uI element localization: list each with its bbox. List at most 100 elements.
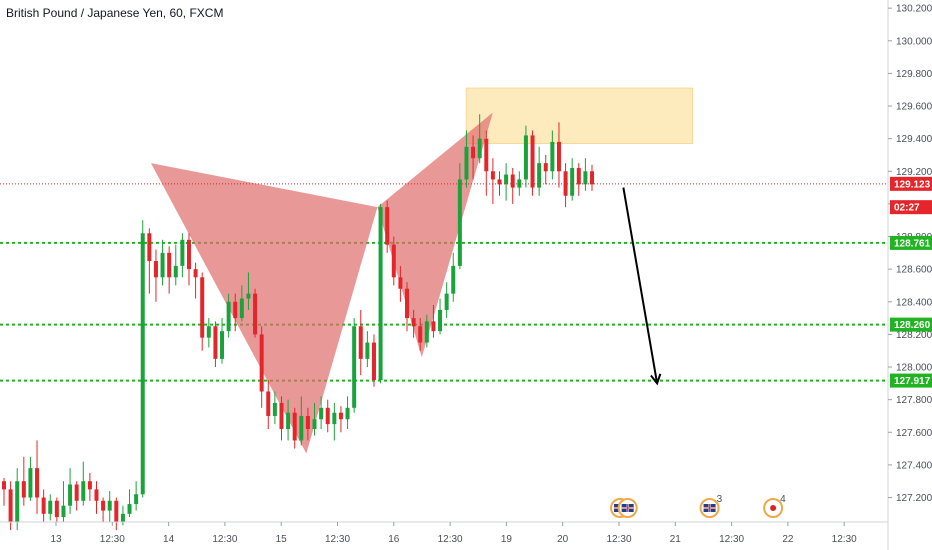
- candle[interactable]: [41, 489, 46, 522]
- candle[interactable]: [8, 481, 13, 531]
- candle[interactable]: [246, 272, 251, 310]
- candle[interactable]: [292, 407, 297, 449]
- candle[interactable]: [54, 497, 59, 522]
- candle[interactable]: [15, 468, 20, 531]
- candle[interactable]: [147, 228, 152, 294]
- candle[interactable]: [193, 262, 198, 299]
- candle[interactable]: [391, 236, 396, 286]
- candle[interactable]: [35, 440, 40, 514]
- candle[interactable]: [563, 163, 568, 208]
- candle[interactable]: [365, 331, 370, 368]
- candle[interactable]: [253, 288, 258, 338]
- candle[interactable]: [107, 491, 112, 522]
- candle[interactable]: [338, 406, 343, 433]
- candle[interactable]: [134, 481, 139, 511]
- candle[interactable]: [590, 164, 594, 191]
- candle[interactable]: [352, 318, 357, 413]
- candle[interactable]: [186, 233, 191, 286]
- candle[interactable]: [200, 272, 205, 351]
- candle[interactable]: [160, 239, 165, 286]
- candle[interactable]: [299, 396, 304, 446]
- candle[interactable]: [206, 318, 211, 348]
- candle[interactable]: [484, 130, 489, 196]
- candle[interactable]: [530, 130, 535, 196]
- candle[interactable]: [220, 318, 225, 364]
- candle-body: [266, 391, 271, 416]
- candle[interactable]: [411, 309, 416, 338]
- candle[interactable]: [239, 285, 244, 322]
- candle[interactable]: [490, 158, 495, 204]
- candle[interactable]: [550, 130, 555, 180]
- candle[interactable]: [510, 168, 515, 204]
- candle[interactable]: [523, 125, 528, 188]
- candle[interactable]: [464, 130, 469, 188]
- candle[interactable]: [319, 396, 324, 430]
- candle[interactable]: [272, 391, 277, 425]
- candle[interactable]: [266, 380, 271, 430]
- uk-flag-icon[interactable]: 3: [699, 494, 723, 518]
- candle[interactable]: [385, 200, 390, 253]
- candle[interactable]: [325, 399, 330, 433]
- candle[interactable]: [312, 402, 317, 436]
- candle[interactable]: [497, 171, 502, 196]
- candle[interactable]: [305, 407, 310, 441]
- uk-flag-icon[interactable]: [617, 498, 638, 518]
- candle[interactable]: [418, 318, 423, 351]
- candle[interactable]: [543, 154, 548, 185]
- candle[interactable]: [444, 282, 449, 319]
- candle[interactable]: [226, 293, 231, 338]
- candle[interactable]: [477, 114, 482, 164]
- candle[interactable]: [167, 246, 172, 294]
- candle[interactable]: [28, 456, 33, 501]
- candle[interactable]: [471, 135, 476, 180]
- candle[interactable]: [504, 163, 509, 201]
- candle[interactable]: [2, 477, 6, 506]
- candle[interactable]: [127, 489, 132, 518]
- candle[interactable]: [398, 265, 403, 302]
- candle[interactable]: [87, 473, 92, 501]
- supply-zone-box[interactable]: [465, 87, 694, 145]
- candle[interactable]: [74, 481, 79, 511]
- price-tag-bg: [890, 200, 932, 215]
- pattern-triangle-bcd[interactable]: [377, 112, 493, 358]
- candle[interactable]: [180, 233, 185, 278]
- arrow-shaft[interactable]: [622, 187, 659, 384]
- candle[interactable]: [576, 163, 581, 196]
- candle[interactable]: [94, 481, 99, 514]
- candle[interactable]: [279, 396, 284, 441]
- candle[interactable]: [61, 481, 66, 522]
- candle[interactable]: [424, 314, 429, 348]
- candle[interactable]: [457, 163, 462, 270]
- candle-body: [153, 261, 158, 278]
- candle[interactable]: [233, 293, 238, 332]
- candle[interactable]: [451, 252, 456, 302]
- candle[interactable]: [583, 158, 588, 191]
- candle[interactable]: [345, 396, 350, 430]
- candle[interactable]: [405, 282, 410, 332]
- candle[interactable]: [537, 146, 542, 196]
- candle[interactable]: [101, 497, 106, 522]
- candle[interactable]: [48, 494, 53, 521]
- candle[interactable]: [153, 249, 158, 302]
- candle[interactable]: [570, 158, 575, 201]
- candle[interactable]: [114, 497, 119, 531]
- candle[interactable]: [438, 298, 443, 335]
- candle[interactable]: [173, 244, 178, 286]
- candle[interactable]: [81, 461, 86, 506]
- candle[interactable]: [259, 326, 264, 408]
- candle[interactable]: [140, 220, 145, 498]
- candle[interactable]: [332, 402, 337, 441]
- candle[interactable]: [371, 334, 376, 387]
- jp-flag-icon[interactable]: 4: [763, 494, 786, 518]
- candle-body: [371, 342, 376, 381]
- candle[interactable]: [21, 456, 26, 506]
- pattern-triangle-xab[interactable]: [150, 163, 378, 454]
- candle[interactable]: [378, 203, 383, 384]
- candle[interactable]: [556, 122, 561, 188]
- candle[interactable]: [68, 468, 73, 514]
- candle[interactable]: [431, 305, 436, 338]
- candle[interactable]: [286, 399, 291, 441]
- candle[interactable]: [358, 309, 363, 376]
- candle[interactable]: [213, 321, 218, 368]
